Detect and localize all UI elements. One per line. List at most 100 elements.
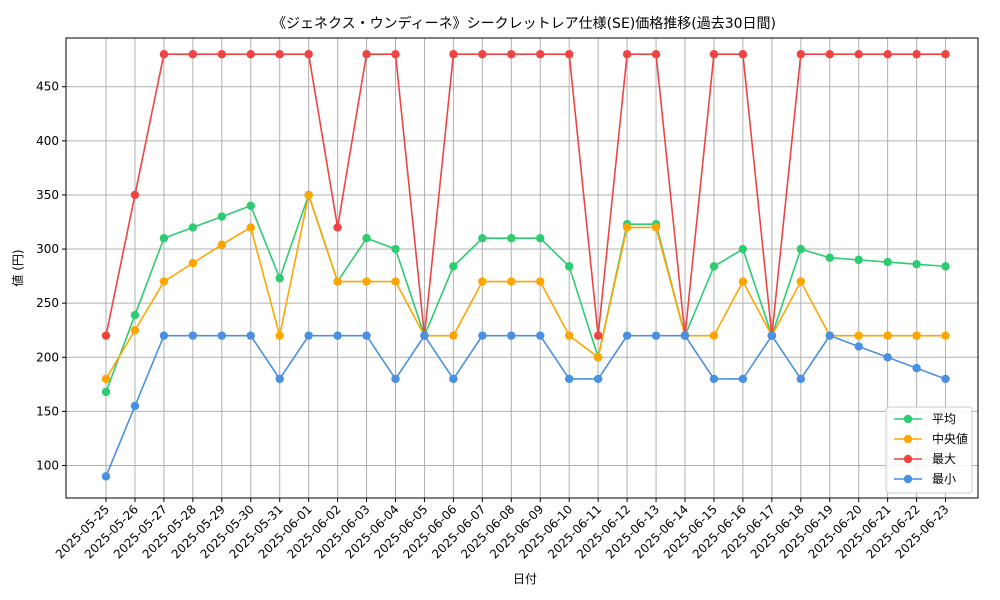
data-point bbox=[854, 342, 863, 351]
data-point bbox=[391, 374, 400, 384]
data-point bbox=[767, 331, 777, 340]
data-point bbox=[565, 331, 574, 340]
legend-label: 平均 bbox=[932, 412, 956, 426]
data-point bbox=[738, 277, 748, 286]
data-point bbox=[796, 374, 805, 384]
data-point bbox=[449, 50, 458, 59]
data-point bbox=[565, 262, 574, 271]
data-point bbox=[159, 277, 169, 286]
data-point bbox=[391, 50, 400, 59]
data-point bbox=[304, 331, 313, 340]
legend-item: 中央値 bbox=[894, 431, 968, 446]
data-point bbox=[593, 353, 603, 362]
data-point bbox=[912, 260, 921, 269]
data-point bbox=[912, 363, 921, 373]
data-point bbox=[478, 234, 487, 243]
data-point bbox=[796, 277, 805, 286]
data-point bbox=[507, 234, 516, 243]
legend-box bbox=[885, 406, 973, 494]
data-point bbox=[883, 50, 892, 59]
data-point bbox=[217, 331, 226, 340]
grid bbox=[66, 38, 978, 498]
data-point bbox=[565, 50, 574, 59]
data-point bbox=[825, 50, 834, 59]
data-point bbox=[130, 310, 140, 320]
data-point bbox=[854, 255, 863, 265]
series-3 bbox=[101, 331, 950, 481]
legend-marker bbox=[903, 454, 913, 464]
data-point bbox=[101, 374, 111, 384]
data-point bbox=[333, 277, 342, 286]
data-point bbox=[246, 331, 255, 340]
data-point bbox=[275, 50, 284, 59]
data-point bbox=[362, 277, 371, 286]
data-point bbox=[130, 190, 140, 200]
data-point bbox=[912, 331, 921, 340]
data-point bbox=[738, 244, 748, 254]
data-point bbox=[651, 223, 661, 232]
data-point bbox=[651, 331, 661, 340]
data-point bbox=[622, 223, 632, 232]
data-point bbox=[593, 374, 603, 384]
series-line bbox=[105, 53, 946, 336]
data-point bbox=[130, 326, 140, 335]
data-point bbox=[854, 331, 863, 340]
data-point bbox=[478, 331, 487, 340]
series-1 bbox=[101, 190, 950, 384]
data-point bbox=[622, 50, 632, 59]
data-point bbox=[709, 262, 719, 271]
data-point bbox=[159, 50, 169, 59]
data-point bbox=[478, 277, 487, 286]
data-point bbox=[217, 50, 226, 59]
data-point bbox=[941, 331, 950, 340]
data-point bbox=[883, 257, 892, 267]
data-point bbox=[449, 331, 458, 340]
y-tick-label: 100 bbox=[36, 459, 59, 473]
y-tick-label: 450 bbox=[36, 80, 59, 94]
data-point bbox=[536, 277, 545, 286]
data-point bbox=[217, 240, 226, 249]
data-point bbox=[188, 223, 198, 232]
y-axis-label: 値 (円) bbox=[10, 249, 25, 286]
data-point bbox=[101, 387, 111, 397]
legend-label: 最大 bbox=[932, 452, 956, 466]
data-point bbox=[507, 277, 516, 286]
data-point bbox=[941, 50, 950, 59]
data-point bbox=[825, 331, 834, 340]
data-point bbox=[304, 50, 313, 59]
data-point bbox=[883, 331, 892, 340]
data-point bbox=[304, 190, 313, 200]
legend-marker bbox=[903, 414, 913, 424]
data-point bbox=[188, 258, 198, 268]
data-point bbox=[825, 253, 834, 262]
legend-marker bbox=[903, 434, 913, 444]
data-point bbox=[101, 472, 111, 481]
data-point bbox=[449, 262, 458, 271]
y-tick-label: 250 bbox=[36, 296, 59, 310]
y-tick-label: 150 bbox=[36, 404, 59, 418]
data-point bbox=[391, 277, 400, 286]
data-point bbox=[941, 374, 950, 384]
data-point bbox=[362, 50, 371, 59]
data-point bbox=[275, 274, 284, 283]
data-point bbox=[420, 331, 429, 340]
data-point bbox=[622, 331, 632, 340]
legend-item: 平均 bbox=[894, 412, 956, 426]
data-point bbox=[883, 353, 892, 362]
data-point bbox=[593, 331, 603, 340]
data-point bbox=[536, 331, 545, 340]
data-point bbox=[391, 244, 400, 254]
data-point bbox=[333, 331, 342, 340]
series-line bbox=[105, 334, 946, 477]
data-point bbox=[217, 212, 226, 221]
data-point bbox=[362, 331, 371, 340]
data-point bbox=[738, 374, 748, 384]
legend-item: 最小 bbox=[894, 472, 956, 486]
axes: 2025-05-252025-05-262025-05-272025-05-28… bbox=[36, 80, 952, 562]
legend-label: 中央値 bbox=[932, 431, 968, 446]
data-point bbox=[275, 331, 284, 340]
data-point bbox=[159, 331, 169, 340]
data-point bbox=[709, 50, 719, 59]
